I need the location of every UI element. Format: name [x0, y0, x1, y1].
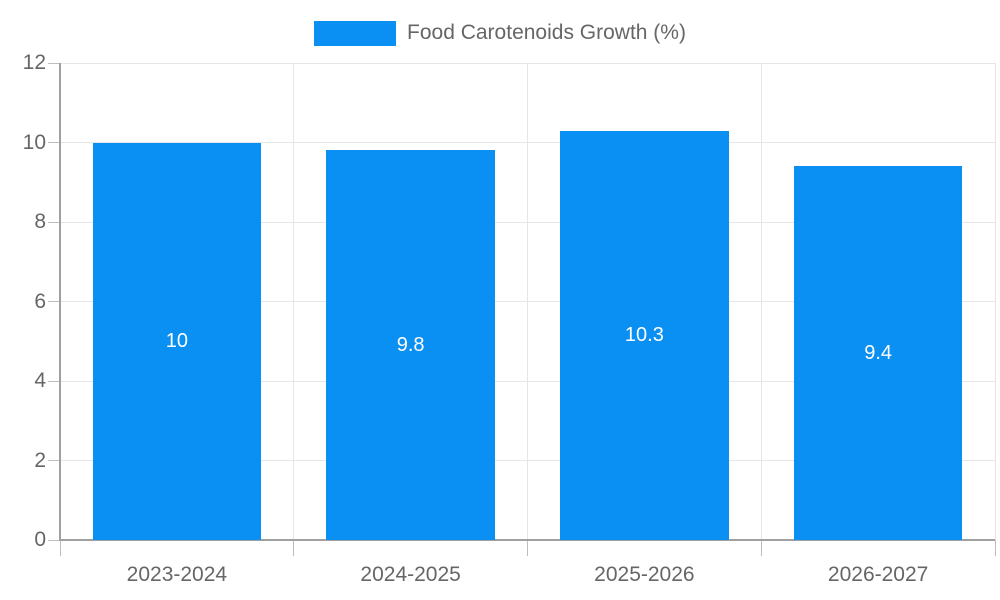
x-axis-tick-mark [994, 540, 996, 556]
y-axis-tick-label: 12 [22, 51, 46, 74]
x-gridline [994, 63, 996, 540]
x-gridline [527, 63, 528, 540]
x-axis-tick-label: 2023-2024 [126, 563, 228, 586]
x-axis-tick-mark [527, 540, 528, 556]
y-axis-tick-label: 6 [34, 289, 46, 313]
legend-color-swatch [314, 20, 397, 46]
y-axis-tick-mark [48, 301, 60, 302]
y-axis-tick-mark [48, 539, 60, 541]
x-axis-tick-label: 2024-2025 [360, 563, 461, 586]
y-axis-tick-mark [48, 62, 60, 64]
bar[interactable] [326, 150, 495, 540]
chart-legend: Food Carotenoids Growth (%) [0, 19, 1000, 47]
x-axis-tick-label: 2026-2027 [827, 563, 929, 586]
y-axis-tick-label: 0 [34, 528, 46, 551]
x-gridline [293, 63, 295, 540]
y-axis-tick-mark [48, 460, 60, 461]
y-axis-tick-label: 4 [34, 369, 46, 392]
bar[interactable] [560, 130, 729, 540]
bar-value-label: 10 [165, 330, 188, 353]
bar-value-label: 10.3 [624, 324, 664, 347]
y-axis-line [59, 63, 61, 540]
x-axis-tick-mark [760, 540, 762, 556]
bar-value-label: 9.8 [396, 334, 425, 357]
y-axis-tick-mark [48, 142, 60, 143]
y-axis-tick-label: 8 [34, 210, 46, 233]
bar[interactable] [793, 166, 963, 540]
bar-value-label: 9.4 [864, 342, 893, 365]
x-axis-tick-mark [59, 540, 61, 556]
legend-label: Food Carotenoids Growth (%) [407, 21, 686, 44]
y-axis-tick-mark [48, 380, 60, 382]
x-axis-line [59, 539, 995, 541]
y-axis-tick-mark [48, 221, 60, 223]
bar[interactable] [92, 142, 262, 540]
x-axis-tick-mark [293, 540, 295, 556]
x-axis-tick-label: 2025-2026 [594, 563, 695, 586]
y-axis-tick-label: 2 [34, 448, 46, 472]
x-gridline [760, 63, 762, 540]
y-axis-tick-label: 10 [22, 130, 46, 154]
legend-item[interactable]: Food Carotenoids Growth (%) [314, 19, 686, 47]
